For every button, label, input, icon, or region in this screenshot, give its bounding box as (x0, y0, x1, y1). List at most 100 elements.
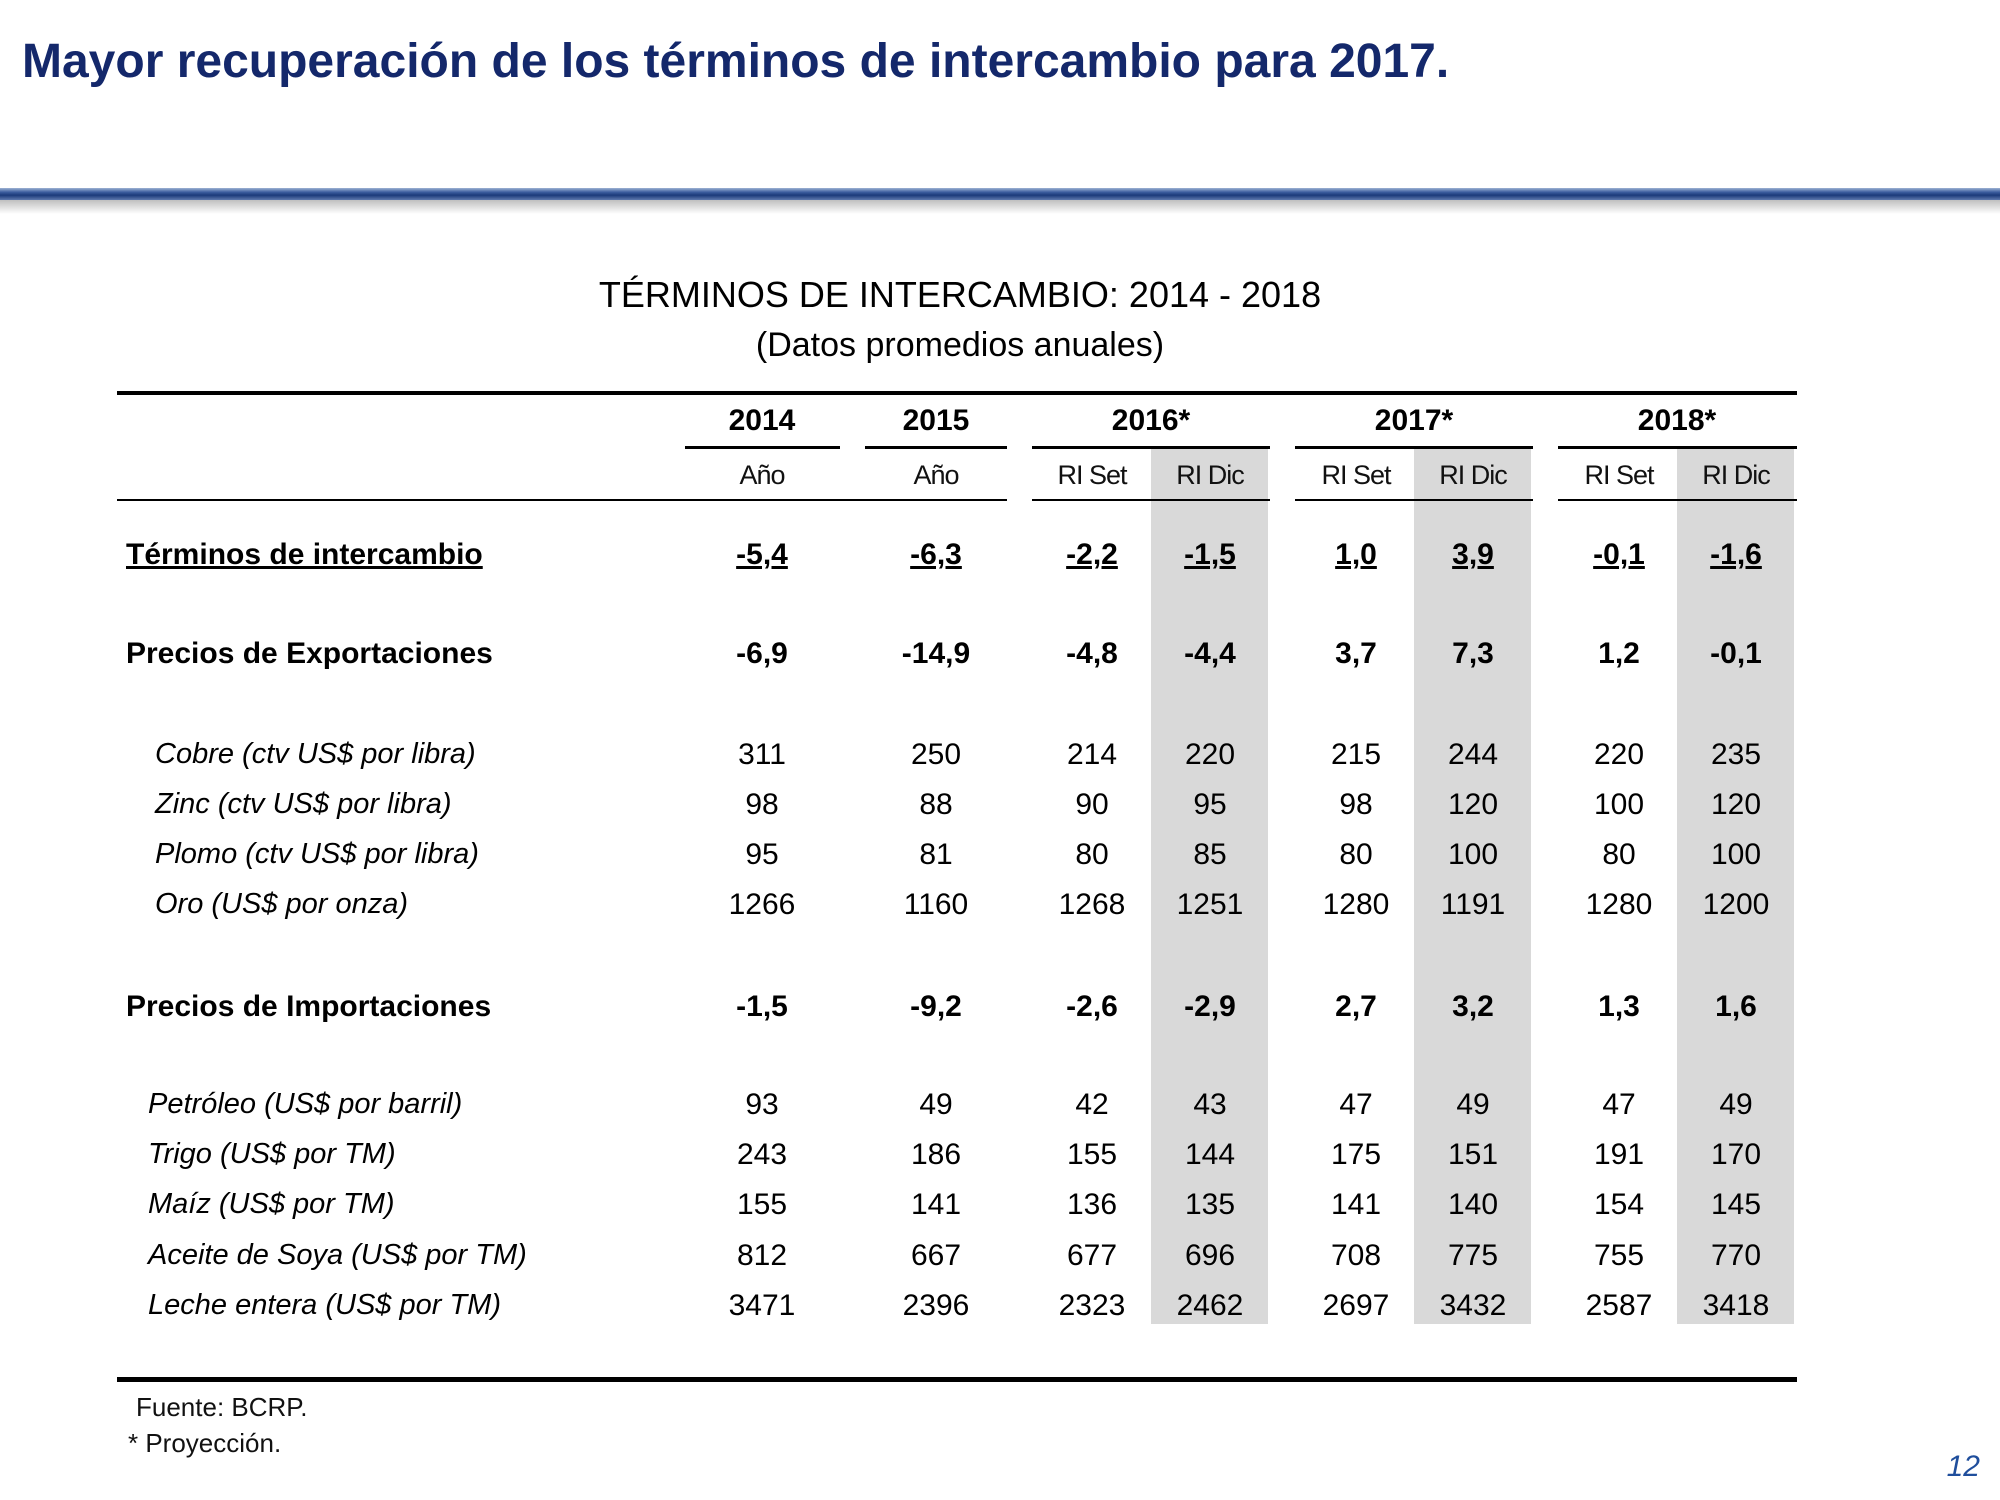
table-cell: -4,4 (1184, 637, 1236, 670)
table-cell: 155 (736, 1188, 788, 1221)
title-rule-shadow (0, 200, 2000, 214)
table-source-note: Fuente: BCRP. (136, 1392, 308, 1422)
table-cell: 154 (1593, 1188, 1645, 1221)
table-cell: 100 (1447, 838, 1499, 871)
sub-2014-ano: Año (739, 460, 785, 490)
table-cell: 1268 (1058, 888, 1126, 921)
table-cell: 175 (1330, 1138, 1382, 1171)
table-cell: 49 (1456, 1088, 1490, 1121)
row-label: Leche entera (US$ por TM) (148, 1289, 501, 1321)
table-cell: 191 (1593, 1138, 1645, 1171)
table-cell: 220 (1593, 738, 1645, 771)
row-label: Petróleo (US$ por barril) (148, 1088, 463, 1120)
subheader-rule-2017 (1295, 499, 1533, 501)
row-label: Cobre (ctv US$ por libra) (155, 738, 476, 770)
table-cell: 100 (1593, 788, 1645, 821)
table-cell: 47 (1602, 1088, 1636, 1121)
table-cell: 1200 (1702, 888, 1770, 921)
table-cell: 151 (1447, 1138, 1499, 1171)
table-cell: 100 (1710, 838, 1762, 871)
table-cell: -14,9 (901, 637, 971, 670)
table-cell: 141 (910, 1188, 962, 1221)
table-top-rule (117, 391, 1797, 395)
table-cell: 244 (1447, 738, 1499, 771)
title-rule (0, 188, 2000, 200)
table-cell: 3432 (1439, 1289, 1507, 1322)
row-label: Trigo (US$ por TM) (148, 1138, 396, 1170)
table-cell: -5,4 (736, 538, 788, 571)
table-cell: 220 (1184, 738, 1236, 771)
table-cell: 3,9 (1452, 538, 1494, 571)
sub-2017-ri-set: RI Set (1321, 460, 1391, 490)
table-bottom-rule (117, 1377, 1797, 1382)
row-label: Maíz (US$ por TM) (148, 1188, 395, 1220)
table-cell: 170 (1710, 1138, 1762, 1171)
subheader-rule-2018 (1558, 499, 1797, 501)
table-cell: 2323 (1058, 1289, 1126, 1322)
table-cell: 3471 (728, 1289, 796, 1322)
table-cell: 141 (1330, 1188, 1382, 1221)
table-cell: -2,9 (1184, 990, 1236, 1023)
table-cell: 812 (736, 1239, 788, 1272)
table-cell: 120 (1447, 788, 1499, 821)
header-rule-2015 (865, 446, 1007, 449)
row-label: Precios de Exportaciones (126, 637, 493, 670)
table-cell: 95 (745, 838, 779, 871)
table-cell: 2587 (1585, 1289, 1653, 1322)
table-cell: 755 (1593, 1239, 1645, 1272)
table-cell: 3,7 (1335, 637, 1377, 670)
table-cell: 667 (910, 1239, 962, 1272)
table-cell: 80 (1602, 838, 1636, 871)
table-cell: 186 (910, 1138, 962, 1171)
table-cell: 49 (1719, 1088, 1753, 1121)
table-cell: 696 (1184, 1239, 1236, 1272)
table-cell: 1191 (1440, 888, 1506, 921)
header-rule-2017 (1295, 446, 1533, 449)
table-cell: 98 (1339, 788, 1373, 821)
shade-2016-ri-dic (1151, 449, 1268, 1324)
table-cell: 3,2 (1452, 990, 1494, 1023)
header-rule-2014 (685, 446, 840, 449)
table-cell: 214 (1066, 738, 1118, 771)
row-label: Precios de Importaciones (126, 990, 492, 1023)
table-cell: -0,1 (1710, 637, 1762, 670)
table-cell: 1280 (1585, 888, 1653, 921)
table-cell: 90 (1075, 788, 1109, 821)
table-cell: 1,3 (1598, 990, 1640, 1023)
table-cell: 49 (919, 1088, 953, 1121)
table-cell: 2697 (1322, 1289, 1390, 1322)
table-cell: 42 (1075, 1088, 1109, 1121)
table-cell: 311 (738, 738, 786, 771)
sub-2018-ri-dic: RI Dic (1702, 460, 1771, 490)
table-cell: -2,2 (1066, 538, 1118, 571)
table-cell: 155 (1066, 1138, 1118, 1171)
sub-2018-ri-set: RI Set (1584, 460, 1654, 490)
sub-2017-ri-dic: RI Dic (1439, 460, 1508, 490)
table-cell: 140 (1447, 1188, 1499, 1221)
shade-2017-ri-dic (1414, 449, 1531, 1324)
subheader-rule-2016 (1032, 499, 1270, 501)
year-header-2014: 2014 (728, 404, 796, 437)
table-footnote: * Proyección. (128, 1428, 282, 1458)
table-cell: 1160 (903, 888, 969, 921)
table-title: TÉRMINOS DE INTERCAMBIO: 2014 - 2018 (598, 274, 1322, 315)
table-cell: -6,9 (736, 637, 788, 670)
table-cell: 770 (1710, 1239, 1762, 1272)
shade-2018-ri-dic (1677, 449, 1794, 1324)
table-cell: 144 (1184, 1138, 1236, 1171)
table-cell: 95 (1193, 788, 1227, 821)
row-label: Zinc (ctv US$ por libra) (155, 788, 452, 820)
table-cell: -1,5 (736, 990, 788, 1023)
year-header-2017: 2017* (1374, 404, 1454, 437)
table-cell: 135 (1184, 1188, 1236, 1221)
row-label: Términos de intercambio (126, 538, 483, 571)
table-cell: 3418 (1702, 1289, 1770, 1322)
table-cell: -4,8 (1066, 637, 1118, 670)
sub-2015-ano: Año (913, 460, 959, 490)
table-cell: -6,3 (910, 538, 962, 571)
table-cell: -0,1 (1593, 538, 1645, 571)
table-cell: 243 (736, 1138, 788, 1171)
row-label: Oro (US$ por onza) (155, 888, 409, 920)
row-label: Aceite de Soya (US$ por TM) (148, 1239, 527, 1271)
table-cell: 85 (1193, 838, 1227, 871)
